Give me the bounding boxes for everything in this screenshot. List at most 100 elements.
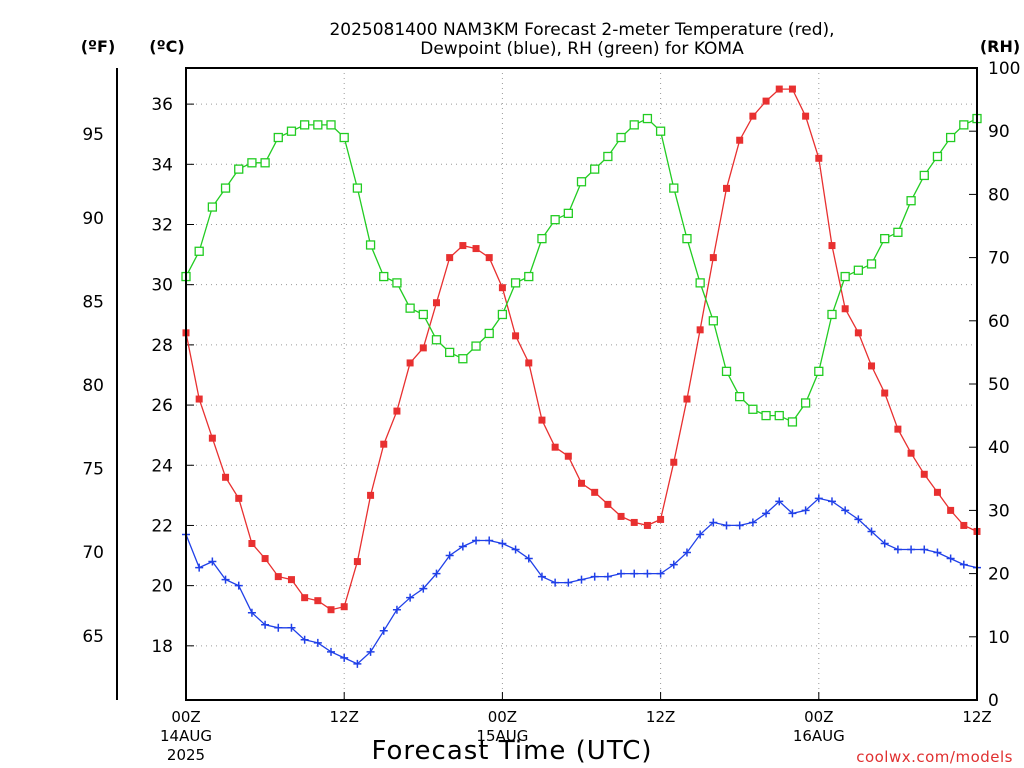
- rh-point: [721, 366, 732, 377]
- rh-tick-label: 30: [988, 501, 1010, 521]
- dewpoint-point: [669, 560, 678, 569]
- celsius-unit-label: (ºC): [149, 37, 184, 56]
- rh-point: [642, 113, 653, 124]
- temperature-point: [538, 416, 546, 424]
- rh-point: [299, 120, 310, 130]
- dewpoint-point: [854, 515, 863, 524]
- temperature-point: [762, 97, 770, 105]
- fahrenheit-tick-label: 70: [82, 543, 104, 563]
- dewpoint-point: [656, 569, 665, 578]
- dewpoint-point: [722, 521, 731, 530]
- temperature-point: [709, 254, 717, 262]
- rh-point: [853, 265, 863, 275]
- celsius-tick-label: 18: [151, 637, 173, 657]
- temperature-point: [604, 500, 612, 508]
- temperature-point: [854, 329, 862, 337]
- dewpoint-point: [406, 593, 415, 602]
- dewpoint-point: [907, 545, 916, 554]
- dewpoint-point: [445, 551, 454, 560]
- fahrenheit-tick-label: 75: [82, 460, 104, 480]
- dewpoint-point: [379, 626, 388, 635]
- celsius-tick-label: 36: [151, 95, 173, 115]
- dewpoint-point: [682, 548, 691, 557]
- temperature-point: [920, 470, 928, 478]
- temperature-point: [459, 242, 467, 250]
- dewpoint-point: [696, 530, 705, 539]
- fahrenheit-unit-label: (ºF): [81, 37, 116, 56]
- rh-point: [880, 233, 890, 244]
- temperature-point: [933, 488, 941, 496]
- temperature-point: [314, 597, 322, 605]
- celsius-axis: 18 20 22 24 26 28 30 32 34 36: [151, 95, 194, 657]
- rh-unit-label: (RH): [980, 37, 1020, 56]
- rh-point: [260, 158, 270, 168]
- temperature-point: [683, 395, 691, 403]
- temperature-point: [630, 518, 638, 526]
- rh-point: [418, 309, 428, 320]
- dewpoint-point: [287, 623, 296, 632]
- dewpoint-point: [933, 548, 942, 557]
- temperature-point: [367, 491, 375, 499]
- temperature-point: [749, 112, 757, 120]
- dewpoint-point: [577, 575, 586, 584]
- temperature-point: [564, 452, 572, 460]
- rh-tick-label: 10: [988, 628, 1010, 648]
- rh-tick-label: 50: [988, 375, 1010, 395]
- rh-point: [735, 391, 745, 402]
- fahrenheit-axis: 65 70 75 80 85 90 95: [82, 68, 118, 700]
- dewpoint-point: [748, 518, 757, 527]
- rh-point: [616, 132, 626, 143]
- time-tick-label: 2025: [167, 746, 205, 764]
- rh-point: [563, 208, 573, 219]
- fahrenheit-tick-label: 90: [82, 209, 104, 229]
- dewpoint-point: [617, 569, 626, 578]
- dewpoint-point: [498, 539, 507, 548]
- rh-point: [471, 341, 481, 351]
- dewpoint-point: [603, 572, 612, 581]
- dewpoint-point: [801, 506, 810, 515]
- temperature-point: [841, 305, 849, 313]
- time-tick-label: 15AUG: [476, 727, 528, 745]
- temperature-point: [353, 558, 361, 566]
- credit-text: coolwx.com/models: [856, 748, 1013, 766]
- rh-point: [603, 151, 613, 162]
- rh-point: [682, 233, 692, 244]
- celsius-tick-label: 34: [151, 155, 173, 175]
- temperature-point: [498, 284, 506, 292]
- temperature-point: [525, 359, 533, 367]
- time-tick-label: 00Z: [488, 708, 517, 726]
- dewpoint-point: [274, 623, 283, 632]
- rh-point: [313, 120, 323, 130]
- rh-point: [379, 271, 389, 282]
- temperature-point: [287, 576, 295, 584]
- dewpoint-point: [366, 647, 375, 656]
- time-tick-label: 12Z: [646, 708, 675, 726]
- rh-point: [286, 126, 297, 136]
- rh-point: [655, 126, 666, 136]
- temperature-point: [208, 434, 216, 442]
- rh-point: [537, 233, 547, 244]
- dewpoint-point: [221, 575, 230, 584]
- temperature-point: [393, 407, 401, 415]
- dewpoint-point: [524, 554, 533, 563]
- temperature-point: [723, 184, 731, 192]
- rh-point: [840, 271, 850, 282]
- rh-point: [194, 246, 204, 256]
- rh-point: [800, 398, 811, 408]
- rh-point: [669, 183, 679, 193]
- temperature-point: [235, 494, 243, 502]
- temperature-point: [670, 458, 678, 466]
- dewpoint-point: [762, 509, 771, 518]
- dewpoint-point: [485, 536, 494, 545]
- celsius-tick-label: 24: [151, 456, 173, 476]
- temperature-point: [380, 440, 388, 448]
- dewpoint-point: [867, 527, 876, 536]
- dewpoint-point: [392, 605, 401, 614]
- time-tick-label: 12Z: [962, 708, 991, 726]
- dewpoint-point: [920, 545, 929, 554]
- temperature-point: [274, 573, 282, 581]
- rh-point: [365, 240, 376, 250]
- temperature-point: [578, 479, 585, 487]
